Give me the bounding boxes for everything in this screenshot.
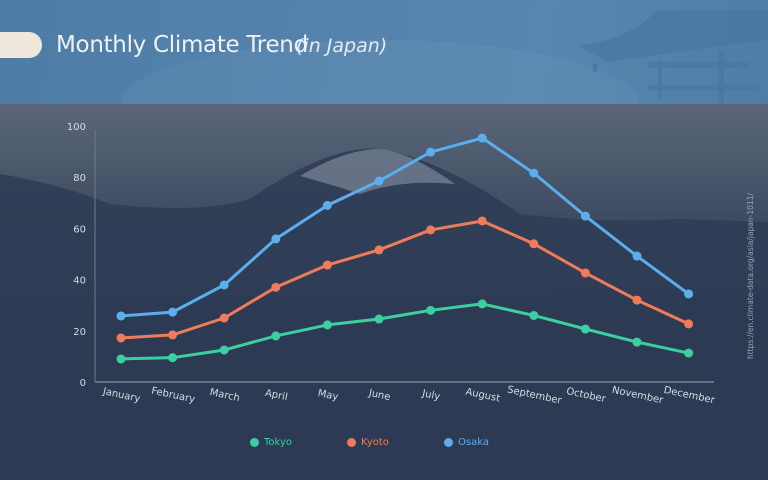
kyoto-line	[120, 219, 690, 340]
osaka-data-point	[477, 133, 487, 143]
tokyo-dot-icon	[250, 438, 259, 447]
title-accent-pill	[0, 32, 42, 58]
x-tick-label: October	[565, 386, 607, 405]
osaka-data-point	[374, 176, 384, 186]
x-tick-label: April	[264, 388, 289, 404]
x-tick-label: August	[464, 387, 501, 405]
tokyo-data-point	[322, 320, 332, 330]
tokyo-data-point	[580, 324, 590, 334]
osaka-data-point	[529, 168, 539, 178]
page-subtitle: (in Japan)	[296, 35, 388, 57]
tokyo-data-point	[168, 353, 178, 363]
osaka-data-point	[684, 289, 694, 299]
tokyo-data-point	[374, 314, 384, 324]
x-tick-label: March	[209, 387, 241, 404]
kyoto-data-point	[374, 245, 384, 255]
tokyo-data-point	[684, 348, 694, 358]
legend-item-kyoto[interactable]: Kyoto	[347, 437, 389, 448]
y-tick-label: 60	[73, 224, 86, 235]
x-tick-label: June	[367, 388, 392, 403]
chart-legend: Tokyo Kyoto Osaka	[0, 437, 768, 453]
kyoto-data-point	[168, 330, 178, 340]
osaka-data-point	[580, 211, 590, 221]
y-tick-label: 100	[67, 122, 86, 133]
page-title: Monthly Climate Trend	[56, 32, 308, 58]
y-tick-label: 0	[80, 378, 86, 389]
legend-item-osaka[interactable]: Osaka	[444, 437, 489, 448]
tokyo-data-point	[529, 310, 539, 320]
osaka-data-point	[168, 307, 178, 317]
tokyo-data-point	[219, 345, 229, 355]
tokyo-data-point	[477, 299, 487, 309]
osaka-data-point	[322, 200, 332, 210]
x-tick-label: February	[150, 386, 196, 406]
osaka-data-point	[271, 234, 281, 244]
x-tick-label: September	[506, 384, 563, 406]
kyoto-data-point	[580, 268, 590, 278]
tokyo-data-point	[632, 337, 642, 347]
osaka-data-point	[116, 311, 126, 321]
y-tick-label: 80	[73, 173, 86, 184]
header-banner: Monthly Climate Trend (in Japan)	[0, 0, 768, 104]
x-tick-label: December	[663, 385, 717, 407]
kyoto-data-point	[426, 225, 436, 235]
kyoto-data-point	[219, 313, 229, 323]
chart-background	[0, 104, 768, 480]
kyoto-data-point	[271, 282, 281, 292]
osaka-dot-icon	[444, 438, 453, 447]
osaka-data-point	[426, 147, 436, 157]
kyoto-data-point	[116, 333, 126, 343]
kyoto-dot-icon	[347, 438, 356, 447]
tokyo-data-point	[426, 305, 436, 315]
kyoto-data-point	[477, 216, 487, 226]
y-tick-label: 20	[73, 327, 86, 338]
osaka-line	[120, 136, 690, 318]
kyoto-data-point	[684, 319, 694, 329]
mountain-backdrop	[0, 148, 768, 480]
temple-illustration	[578, 10, 768, 104]
y-tick-label: 40	[73, 276, 86, 287]
osaka-data-point	[219, 280, 229, 290]
kyoto-data-point	[632, 295, 642, 305]
x-tick-label: May	[317, 388, 340, 403]
x-tick-label: November	[611, 385, 665, 407]
tokyo-data-point	[271, 331, 281, 341]
tokyo-line	[120, 302, 689, 361]
tokyo-data-point	[116, 354, 126, 364]
osaka-data-point	[632, 251, 642, 261]
kyoto-data-point	[529, 239, 539, 249]
legend-item-tokyo[interactable]: Tokyo	[250, 437, 292, 448]
kyoto-data-point	[322, 260, 332, 270]
x-tick-label: January	[101, 386, 141, 405]
x-tick-label: July	[420, 388, 441, 403]
